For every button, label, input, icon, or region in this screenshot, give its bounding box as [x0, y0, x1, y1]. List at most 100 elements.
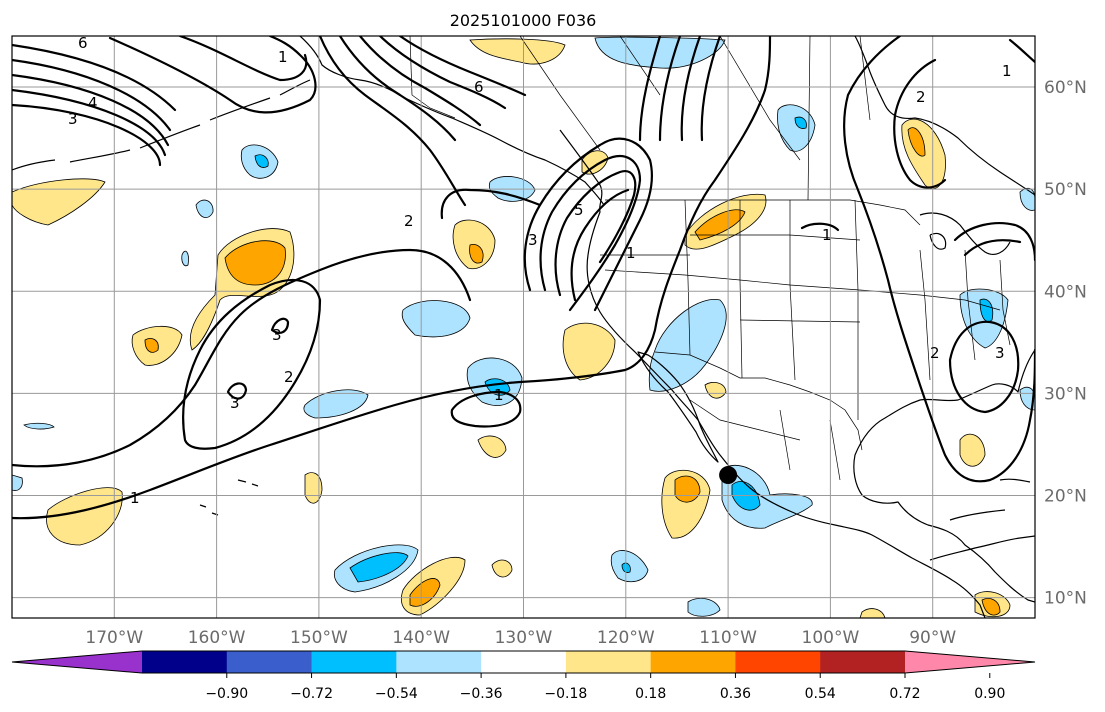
longitude-label: 110°W	[699, 628, 757, 648]
contour-line	[953, 222, 1035, 262]
negative-anomaly	[401, 300, 471, 338]
contour-line	[398, 36, 527, 97]
latitude-label: 60°N	[1044, 78, 1087, 98]
contour-label: 3	[68, 110, 78, 128]
contour-line	[12, 36, 772, 520]
contour-label: 6	[474, 78, 484, 96]
negative-anomaly	[303, 389, 369, 419]
coastline-hawaii	[199, 479, 259, 516]
longitude-label: 100°W	[802, 628, 860, 648]
contour-line	[318, 36, 467, 207]
positive-anomaly	[304, 472, 323, 504]
contour-line	[570, 188, 630, 302]
positive-anomaly	[144, 338, 159, 353]
map-panel: 1 1 1 1 1 1 2 2 2 2 3 3 3 3 3 4 5 6 6	[12, 34, 1035, 618]
negative-anomaly	[687, 597, 721, 617]
negative-anomaly	[181, 250, 189, 267]
positive-anomaly	[704, 381, 727, 399]
negative-anomaly	[1019, 187, 1035, 211]
shaded-anomalies	[12, 36, 1035, 618]
border-us-mexico	[654, 351, 863, 451]
contour-label: 2	[930, 344, 940, 362]
contour-line	[12, 73, 170, 147]
contour-line	[108, 36, 317, 114]
negative-anomaly	[195, 199, 214, 219]
contour-label: 6	[78, 34, 88, 52]
contour-line	[440, 188, 542, 220]
colorbar-tick-label: −0.36	[460, 686, 503, 702]
coastline-north-america	[559, 129, 986, 618]
positive-anomaly	[859, 608, 886, 618]
positive-anomaly	[224, 240, 286, 286]
coastline-central-america	[929, 478, 1035, 561]
longitude-label: 160°W	[188, 628, 246, 648]
latitude-label: 50°N	[1044, 180, 1087, 200]
contour-line	[178, 36, 308, 82]
colorbar-tick-label: −0.90	[205, 686, 248, 702]
negative-anomaly	[23, 422, 55, 430]
negative-anomaly	[349, 552, 409, 583]
colorbar-segment	[735, 651, 821, 673]
contour-line	[12, 43, 177, 112]
longitude-label: 150°W	[290, 628, 348, 648]
contour-label: 3	[995, 344, 1005, 362]
contour-line	[638, 36, 722, 142]
latitude-label: 20°N	[1044, 486, 1087, 506]
borders-mexico-states	[689, 399, 841, 481]
contour-label: 2	[284, 368, 294, 386]
contour-line	[338, 36, 457, 142]
colorbar-segment	[226, 651, 313, 673]
contour-line	[1008, 38, 1035, 64]
colorbar-segment	[481, 651, 567, 673]
contour-label: 1	[822, 226, 832, 244]
colorbar-segment	[650, 651, 736, 673]
contour-line	[182, 278, 322, 450]
positive-anomaly	[981, 598, 1001, 616]
contour-line	[12, 248, 472, 468]
contour-label: 2	[404, 212, 414, 230]
coastline-baja	[637, 351, 719, 463]
colorbar-segment	[142, 651, 228, 673]
contour-line	[539, 154, 642, 312]
contour-label: 1	[130, 489, 140, 507]
contour-line	[893, 58, 947, 189]
colorbar-outline	[11, 650, 1036, 674]
negative-anomaly	[721, 465, 813, 529]
longitude-label: 170°W	[85, 628, 143, 648]
contour-label: 3	[272, 326, 282, 344]
colorbar: −0.90 −0.72 −0.54 −0.36 −0.18 0.18 0.36 0.54 0.7…	[11, 650, 1036, 702]
longitude-label: 120°W	[597, 628, 655, 648]
positive-anomaly	[469, 243, 484, 264]
latitude-labels: 60°N 50°N 40°N 30°N 20°N 10°N	[1044, 78, 1087, 609]
contour-line	[843, 36, 1035, 483]
contour-line	[450, 390, 522, 428]
colorbar-tick-label: 0.72	[889, 686, 920, 702]
negative-anomaly	[979, 298, 994, 322]
contour-line	[12, 103, 162, 167]
colorbar-tick-label: −0.54	[375, 686, 418, 702]
longitude-labels: 170°W 160°W 150°W 140°W 130°W 120°W 110°W 100°W…	[85, 628, 956, 648]
latitude-label: 10°N	[1044, 589, 1087, 609]
longitude-label: 140°W	[392, 628, 450, 648]
contour-line	[12, 88, 167, 157]
coastline-alaska	[299, 36, 605, 206]
latitude-label: 30°N	[1044, 384, 1087, 404]
negative-anomaly	[648, 298, 727, 392]
colorbar-tick-label: −0.18	[544, 686, 587, 702]
map-frame	[11, 35, 1036, 619]
negative-anomaly	[254, 154, 269, 168]
contour-label: 3	[230, 394, 240, 412]
contour-line	[523, 137, 654, 312]
coastline-canada	[854, 36, 1035, 196]
coastlines	[12, 36, 1035, 618]
negative-anomaly	[794, 116, 807, 129]
colorbar-segment	[396, 651, 482, 673]
coastline-gulf	[853, 349, 1035, 603]
positive-anomaly	[491, 559, 513, 578]
colorbar-extend-high	[905, 651, 1035, 673]
contour-line	[554, 170, 637, 297]
contour-label: 1	[1002, 62, 1012, 80]
positive-anomaly	[469, 38, 566, 65]
positive-anomaly	[694, 209, 746, 241]
